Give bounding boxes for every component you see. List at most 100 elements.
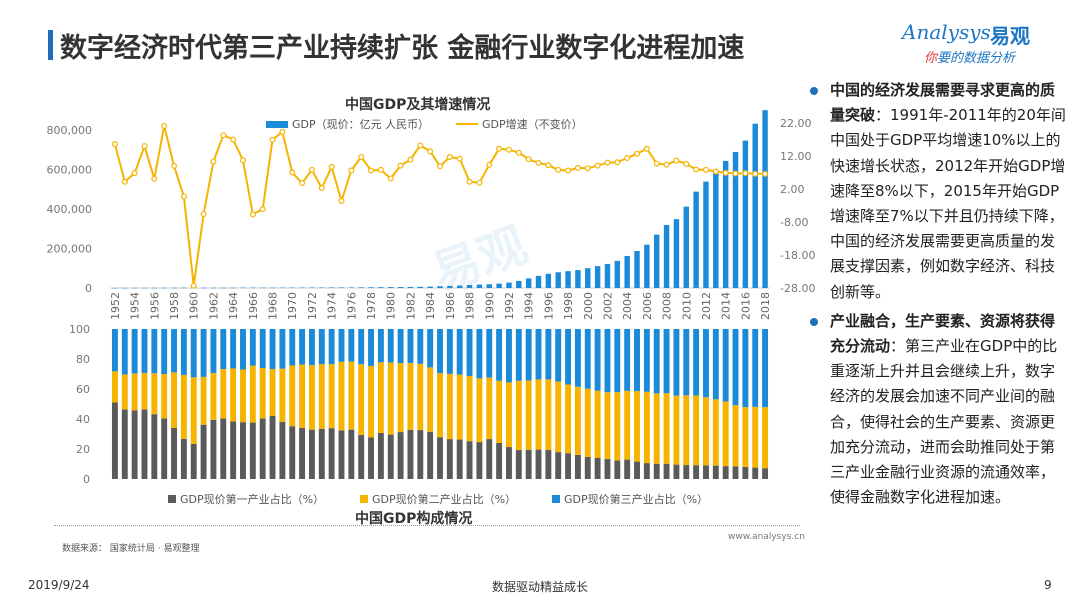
- gdp-bar: [122, 287, 128, 289]
- primary-share-bar: [190, 443, 197, 479]
- tertiary-share-bar: [240, 329, 246, 370]
- year-tick-label: 2004: [621, 292, 634, 320]
- growth-point: [171, 162, 178, 169]
- growth-point: [545, 162, 552, 169]
- gdp-legend-item: GDP（现价：亿元 人民币）: [266, 116, 429, 132]
- secondary-share-bar: [446, 373, 453, 440]
- gdp-bar: [644, 244, 650, 288]
- title-accent-bar: [48, 30, 53, 60]
- secondary-share-bar: [456, 374, 463, 440]
- year-tick-label: 1992: [503, 292, 516, 320]
- secondary-share-bar: [545, 379, 552, 451]
- tertiary-share-bar: [437, 329, 443, 374]
- secondary-share-bar: [535, 379, 542, 450]
- tertiary-share-bar: [131, 329, 138, 374]
- primary-share-bar: [437, 437, 443, 479]
- primary-share-bar: [397, 432, 404, 479]
- logo-slogan: 你要的数据分析: [924, 47, 1015, 66]
- gdp-bar: [407, 286, 414, 288]
- tertiary-legend-label: GDP现价第三产业占比（%）: [564, 493, 709, 506]
- growth-point: [466, 178, 473, 185]
- tertiary-share-bar: [752, 329, 759, 407]
- secondary-share-bar: [614, 392, 621, 461]
- growth-point: [535, 159, 542, 166]
- gdp-bar: [220, 287, 226, 289]
- tertiary-share-bar: [220, 329, 227, 370]
- tertiary-share-bar: [377, 329, 384, 363]
- gdp-bar: [732, 151, 739, 288]
- gdp-bar: [210, 287, 217, 289]
- secondary-share-bar: [594, 390, 601, 458]
- year-tick-label: 1956: [148, 292, 161, 320]
- gdp-bar: [476, 284, 483, 288]
- gdp-bar: [673, 219, 680, 288]
- tertiary-share-bar: [249, 329, 256, 366]
- tertiary-share-bar: [594, 329, 601, 391]
- composition-y-tick-label: 100: [69, 323, 90, 336]
- secondary-share-bar: [417, 363, 424, 431]
- year-tick-label: 2010: [680, 292, 693, 320]
- tertiary-share-bar: [269, 329, 276, 370]
- growth-point: [427, 148, 434, 155]
- primary-share-bar: [427, 431, 434, 479]
- data-source: 数据来源： 国家统计局 · 易观整理: [62, 544, 200, 554]
- tertiary-share-bar: [200, 329, 207, 377]
- primary-share-bar: [466, 441, 473, 479]
- gdp-bar: [466, 285, 473, 288]
- secondary-share-bar: [634, 391, 640, 462]
- growth-point: [358, 153, 365, 160]
- growth-point: [397, 162, 404, 169]
- secondary-share-bar: [427, 367, 434, 432]
- year-tick-label: 2000: [582, 292, 595, 320]
- primary-share-bar: [121, 409, 128, 479]
- growth-point: [368, 167, 375, 174]
- secondary-share-bar: [338, 361, 345, 431]
- growth-point: [121, 178, 128, 185]
- secondary-share-bar: [299, 364, 306, 428]
- primary-share-bar: [496, 443, 503, 479]
- primary-share-bar: [407, 429, 414, 479]
- gdp-bar: [762, 110, 768, 289]
- tertiary-share-bar: [121, 329, 128, 375]
- tertiary-share-bar: [161, 329, 168, 374]
- primary-share-bar: [210, 419, 217, 479]
- secondary-legend-label: GDP现价第二产业占比（%）: [372, 493, 517, 506]
- primary-share-bar: [417, 430, 424, 479]
- gdp-bar: [624, 256, 630, 288]
- growth-point: [565, 167, 572, 174]
- insight-2-text: ：第三产业在GDP中的比重逐渐上升并且会继续上升，数字经济的发展会加速不同产业间…: [830, 337, 1058, 507]
- tertiary-share-bar: [466, 329, 473, 376]
- gdp-bar: [437, 286, 443, 288]
- gdp-bar: [181, 287, 187, 289]
- gdp-bar: [427, 286, 433, 288]
- primary-share-bar: [200, 424, 207, 479]
- secondary-share-bar: [663, 393, 670, 464]
- growth-point: [762, 170, 769, 177]
- primary-share-bar: [742, 466, 749, 479]
- tertiary-share-bar: [732, 329, 739, 406]
- gdp-bar: [269, 287, 276, 289]
- year-tick-label: 1978: [365, 292, 378, 320]
- primary-share-bar: [565, 453, 572, 479]
- growth-point: [574, 164, 581, 171]
- bullet-dot-icon: [810, 317, 818, 326]
- secondary-share-bar: [308, 365, 315, 430]
- insight-bullet-2: 产业融合，生产要素、资源将获得充分流动：第三产业在GDP中的比重逐渐上升并且会继…: [806, 309, 1068, 511]
- tertiary-share-bar: [525, 329, 532, 381]
- growth-point: [377, 166, 384, 173]
- insight-1-heading: 中国的经济发展需要寻求更高的质量突破: [830, 81, 1056, 125]
- growth-point: [151, 175, 158, 182]
- gdp-chart-title: 中国GDP及其增速情况: [345, 97, 491, 113]
- tertiary-share-bar: [407, 329, 414, 363]
- year-tick-label: 1986: [444, 292, 457, 320]
- tertiary-share-bar: [141, 329, 148, 373]
- primary-share-bar: [180, 438, 187, 479]
- gdp-bar: [112, 287, 118, 289]
- gdp-bar: [161, 287, 167, 289]
- growth-point: [338, 197, 345, 204]
- secondary-share-bar: [604, 392, 611, 460]
- composition-y-tick-label: 60: [76, 383, 90, 396]
- secondary-share-bar: [348, 361, 355, 430]
- gdp-y-tick-label: 0: [85, 282, 92, 295]
- gdp-bar: [585, 268, 591, 288]
